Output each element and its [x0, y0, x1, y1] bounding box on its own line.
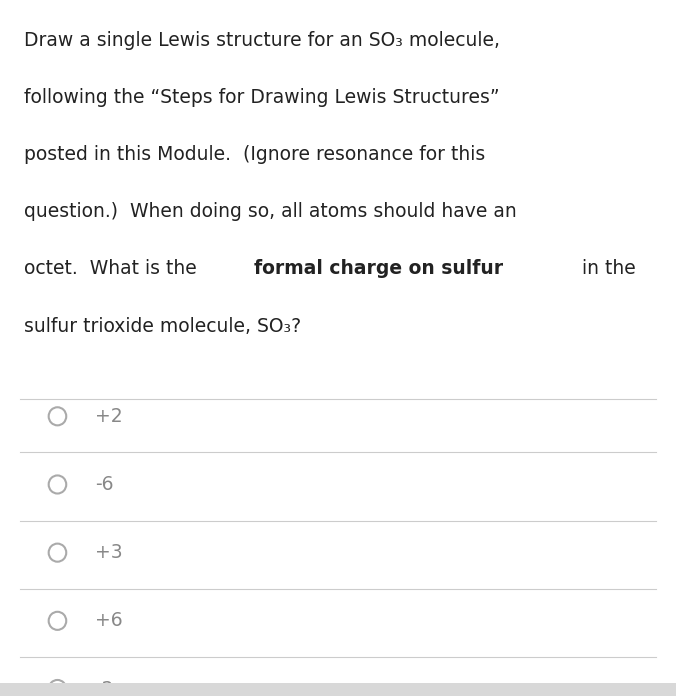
Text: in the: in the	[576, 260, 635, 279]
Text: question.)  When doing so, all atoms should have an: question.) When doing so, all atoms shou…	[24, 202, 516, 221]
Circle shape	[49, 544, 66, 561]
Text: Draw a single Lewis structure for an SO₃ molecule,: Draw a single Lewis structure for an SO₃…	[24, 32, 500, 50]
Text: +2: +2	[95, 407, 122, 426]
Circle shape	[49, 475, 66, 493]
Text: following the “Steps for Drawing Lewis Structures”: following the “Steps for Drawing Lewis S…	[24, 88, 499, 107]
Text: formal charge on sulfur: formal charge on sulfur	[254, 260, 504, 279]
Circle shape	[49, 612, 66, 630]
Text: posted in this Module.  (Ignore resonance for this: posted in this Module. (Ignore resonance…	[24, 146, 485, 164]
FancyBboxPatch shape	[0, 683, 676, 696]
Circle shape	[49, 680, 66, 698]
Text: -2: -2	[95, 680, 113, 699]
Text: sulfur trioxide molecule, SO₃?: sulfur trioxide molecule, SO₃?	[24, 316, 301, 335]
Text: octet.  What is the: octet. What is the	[24, 260, 202, 279]
Circle shape	[49, 407, 66, 426]
Text: +3: +3	[95, 543, 122, 562]
Text: -6: -6	[95, 475, 113, 494]
Text: +6: +6	[95, 611, 122, 630]
